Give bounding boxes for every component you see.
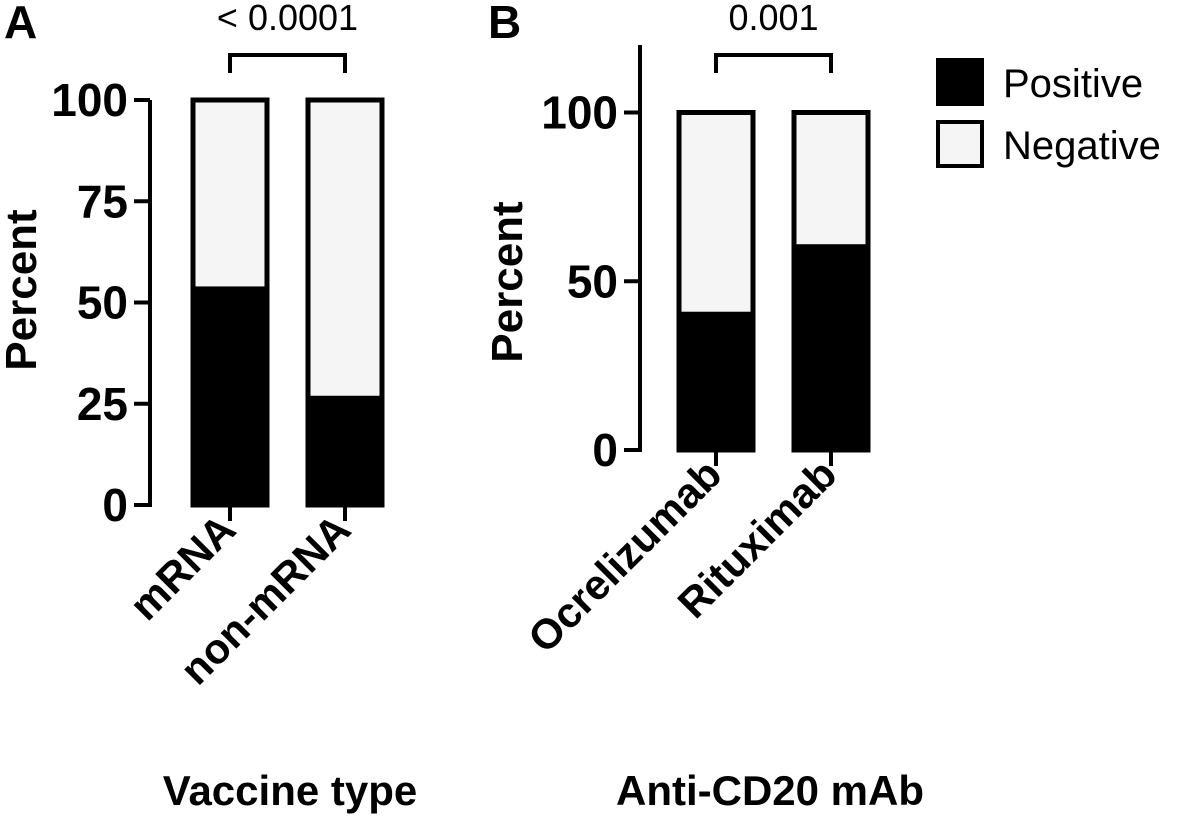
panel-a-bar-outline-0 (190, 97, 270, 508)
panel-a-ytick-label: 100 (51, 74, 128, 126)
legend-label-positive: Positive (1003, 62, 1143, 106)
legend-swatch-negative (936, 120, 984, 168)
legend: Positive Negative (936, 58, 1161, 168)
panel-a-xlabel: Vaccine type (163, 767, 417, 814)
panel-a-ylabel: Percent (0, 209, 46, 371)
panel-a-ytick-label: 25 (77, 378, 128, 430)
legend-label-negative: Negative (1003, 124, 1161, 168)
panel-b-bar-negative-1 (794, 112, 868, 245)
panel-a-bar-negative-1 (308, 100, 382, 396)
panel-b-significance-bracket (714, 53, 833, 73)
panel-a-bar-positive-0 (193, 286, 267, 505)
panel-a-bar-positive-1 (308, 395, 382, 505)
panel-b-bar-negative-0 (679, 112, 753, 312)
panel-b-bar-outline-0 (676, 110, 756, 453)
panel-a-bar-negative-0 (193, 100, 267, 287)
panel-a-p-value: < 0.0001 (217, 0, 358, 38)
panel-a-significance-bracket (228, 53, 347, 73)
legend-swatch-positive (936, 58, 984, 106)
panel-a-ytick-label: 50 (77, 277, 128, 329)
panel-b-ytick-label: 100 (541, 87, 618, 139)
panel-a: A Percent Vaccine type 0255075100mRNAnon… (0, 0, 417, 814)
panel-b-p-value: 0.001 (728, 0, 818, 38)
panel-a-ytick-label: 0 (102, 479, 128, 531)
panel-b: B Percent Anti-CD20 mAb 0 50 100 Ocrelizuma… (483, 0, 924, 814)
panel-a-letter: A (4, 0, 37, 48)
panel-b-ytick-label: 50 (567, 255, 618, 307)
panel-b-letter: B (488, 0, 521, 48)
panel-b-xlabel: Anti-CD20 mAb (616, 767, 924, 814)
panel-b-bar-positive-0 (679, 311, 753, 450)
panel-b-xtick-label: Ocrelizumab (519, 450, 730, 661)
panel-a-ytick-label: 75 (77, 175, 128, 227)
panel-b-ytick-label: 0 (592, 424, 618, 476)
panel-b-bar-positive-1 (794, 244, 868, 450)
panel-a-bar-outline-1 (305, 97, 385, 508)
panel-b-bar-outline-1 (791, 110, 871, 453)
panel-b-ylabel: Percent (483, 201, 532, 363)
